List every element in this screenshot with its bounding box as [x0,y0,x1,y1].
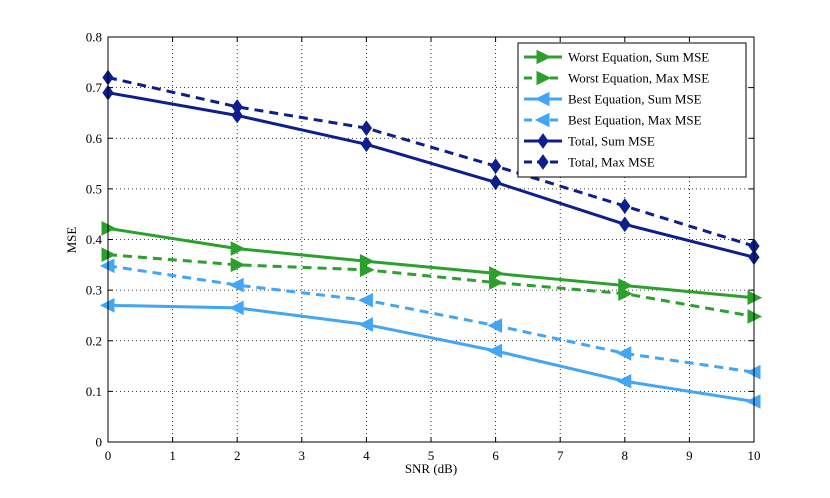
series-line [107,76,755,248]
data-point-marker [489,266,504,281]
series-group [99,69,763,409]
y-tick-label: 0.4 [86,232,103,247]
data-point-marker [489,174,502,191]
series-line [107,226,755,300]
y-tick-label: 0.5 [86,181,102,196]
y-tick-label: 0.6 [86,131,103,146]
data-point-marker [360,136,373,153]
ticks-group: 0 1 2 3 4 5 6 7 8 9 10 0 0.1 0.2 0.3 0.4 0.5 0.6 0.7 0.8 [86,30,761,464]
legend-item: Worst Equation, Max MSE [524,71,709,86]
y-tick-label: 0.7 [86,80,103,95]
x-tick-label: 8 [622,448,629,463]
legend-marker [534,112,550,128]
data-point-marker [487,343,503,359]
legend-item: Best Equation, Max MSE [524,113,702,128]
legend: Worst Equation, Sum MSE Worst Equation, M… [517,42,747,178]
series-4 [99,258,761,380]
data-point-marker [358,292,373,308]
legend-label: Total, Sum MSE [568,134,655,149]
x-tick-label: 4 [363,448,370,463]
x-tick-label: 7 [557,448,564,463]
y-tick-label: 0.2 [86,333,102,348]
x-tick-label: 6 [492,448,499,463]
legend-label: Total, Max MSE [568,155,655,170]
series-5 [102,84,760,266]
series-line [107,303,755,403]
legend-label: Worst Equation, Max MSE [568,71,709,86]
x-tick-label: 0 [105,448,112,463]
x-tick-label: 10 [748,448,761,463]
series-line [107,264,755,374]
data-point-marker [619,216,631,233]
y-tick-label: 0.1 [86,384,102,399]
data-point-marker [229,277,244,293]
x-tick-label: 5 [428,448,435,463]
data-point-marker [230,241,246,256]
y-tick-label: 0.3 [86,283,102,298]
data-point-marker [229,300,244,316]
data-point-marker [489,275,504,290]
data-point-marker [230,257,246,273]
legend-marker [534,91,550,107]
legend-marker [536,70,552,86]
legend-label: Worst Equation, Sum MSE [568,50,709,65]
legend-label: Best Equation, Max MSE [568,113,702,128]
series-line [107,91,755,259]
y-axis-label: MSE [64,227,79,254]
data-point-marker [489,158,502,174]
data-point-marker [231,99,243,115]
legend-item: Total, Max MSE [524,154,655,170]
y-tick-label: 0 [96,435,103,450]
x-tick-label: 3 [299,448,306,463]
x-axis-label: SNR (dB) [405,461,457,476]
legend-marker [536,49,552,65]
legend-item: Total, Sum MSE [524,133,655,149]
legend-marker [537,154,549,170]
data-point-marker [359,262,375,278]
x-tick-label: 2 [234,448,241,463]
legend-item: Best Equation, Sum MSE [524,92,702,107]
data-point-marker [616,373,632,389]
y-tick-label: 0.8 [86,30,102,45]
legend-item: Worst Equation, Sum MSE [524,50,709,65]
data-point-marker [360,120,373,136]
legend-label: Best Equation, Sum MSE [568,92,702,107]
x-tick-label: 1 [169,448,176,463]
legend-marker [537,133,549,149]
series-line [107,253,755,318]
data-point-marker [619,198,631,214]
data-point-marker [487,318,503,333]
legend-box [517,42,747,178]
x-tick-label: 9 [686,448,693,463]
data-point-marker [618,286,633,301]
data-point-marker [358,317,373,332]
data-point-marker [616,346,632,361]
data-point-marker [231,107,243,124]
